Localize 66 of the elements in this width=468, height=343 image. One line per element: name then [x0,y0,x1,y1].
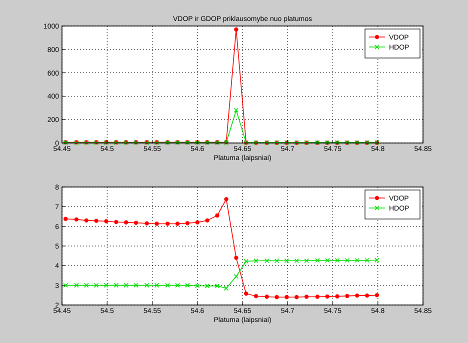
point [264,258,270,264]
point [194,283,200,288]
point [165,222,170,226]
point [334,258,340,263]
point [214,284,220,288]
point [124,220,128,224]
point [364,293,370,298]
point [124,282,128,288]
point [344,258,350,263]
point [74,282,79,288]
point [244,258,249,264]
point [315,258,320,263]
point [304,294,309,299]
point [224,286,229,291]
point [165,282,170,288]
point [324,258,330,263]
point [195,220,200,224]
point [144,282,150,288]
point [144,221,149,226]
point [294,258,300,264]
point [364,258,370,263]
point [204,284,210,288]
point [284,258,290,264]
point [185,221,190,226]
point [63,282,68,288]
point [154,222,159,226]
point [325,294,330,299]
point [374,293,380,298]
point [114,220,118,224]
point [234,274,239,279]
point [345,294,350,298]
point [114,282,119,288]
point [134,220,138,225]
point [104,219,108,224]
point [254,258,258,264]
point [94,218,98,223]
point [374,258,380,263]
point [304,258,309,264]
point [224,197,228,202]
point [154,282,160,288]
point [274,258,280,264]
point [294,295,299,300]
point [335,294,340,298]
point [84,282,89,288]
point [64,216,68,221]
point [104,282,109,288]
point [254,294,258,298]
point [74,217,79,222]
point [354,258,360,263]
point [94,282,99,288]
point [205,218,210,223]
point [84,218,88,223]
point [244,291,248,296]
point [234,27,238,32]
point [234,108,239,113]
point [355,293,360,298]
point [264,294,269,299]
point [175,282,180,288]
point [185,282,190,288]
point [234,256,238,260]
point [284,295,289,300]
point [134,282,138,288]
point [215,213,220,218]
point [274,295,279,300]
point [175,222,180,226]
point [315,294,320,299]
